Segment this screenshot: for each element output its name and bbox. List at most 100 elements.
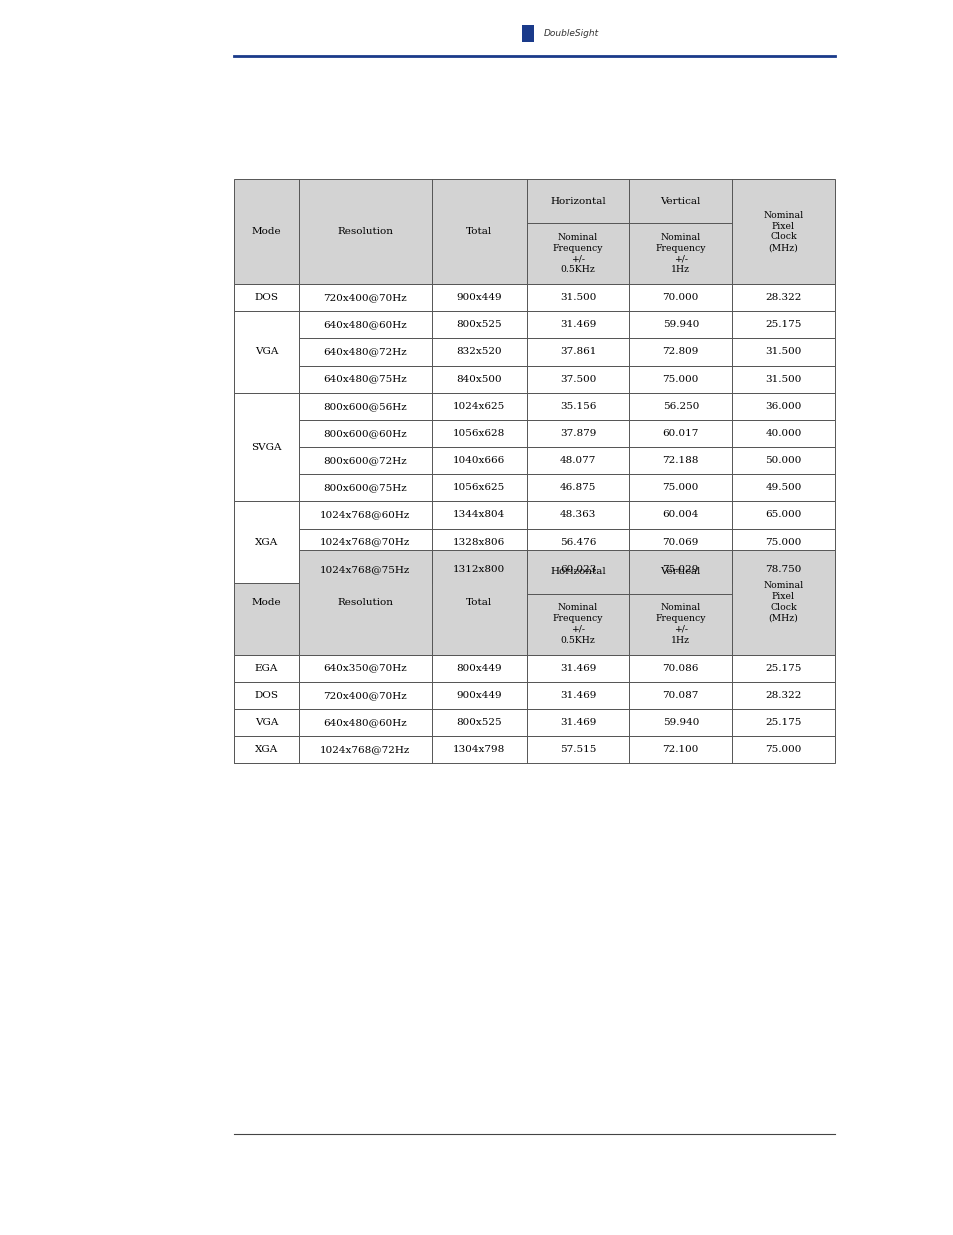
Bar bbox=[233, 366, 834, 393]
Text: 800x600@60Hz: 800x600@60Hz bbox=[323, 429, 407, 438]
Text: 46.875: 46.875 bbox=[559, 483, 596, 493]
Text: 31.500: 31.500 bbox=[764, 374, 801, 384]
Text: 1328x806: 1328x806 bbox=[453, 537, 505, 547]
Bar bbox=[233, 682, 834, 709]
Bar bbox=[233, 501, 299, 583]
Text: 57.515: 57.515 bbox=[559, 745, 596, 755]
Text: 900x449: 900x449 bbox=[456, 293, 501, 303]
Text: VGA: VGA bbox=[254, 347, 278, 357]
Text: 40.000: 40.000 bbox=[764, 429, 801, 438]
Text: 31.469: 31.469 bbox=[559, 320, 596, 330]
Text: 800x600@72Hz: 800x600@72Hz bbox=[323, 456, 407, 466]
Bar bbox=[233, 709, 299, 736]
Text: Resolution: Resolution bbox=[337, 598, 393, 606]
Text: 25.175: 25.175 bbox=[764, 663, 801, 673]
Text: 36.000: 36.000 bbox=[764, 401, 801, 411]
Text: Mode: Mode bbox=[252, 227, 281, 236]
Text: 1024x768@72Hz: 1024x768@72Hz bbox=[320, 745, 410, 755]
Text: 35.156: 35.156 bbox=[559, 401, 596, 411]
Bar bbox=[233, 447, 834, 474]
Text: 72.188: 72.188 bbox=[662, 456, 699, 466]
Text: 1024x625: 1024x625 bbox=[453, 401, 505, 411]
Text: 1056x628: 1056x628 bbox=[453, 429, 505, 438]
Text: Horizontal: Horizontal bbox=[550, 196, 605, 205]
Text: 31.500: 31.500 bbox=[764, 347, 801, 357]
Text: 1304x798: 1304x798 bbox=[453, 745, 505, 755]
Text: 800x600@75Hz: 800x600@75Hz bbox=[323, 483, 407, 493]
Text: 48.363: 48.363 bbox=[559, 510, 596, 520]
Text: 31.469: 31.469 bbox=[559, 718, 596, 727]
Text: DOS: DOS bbox=[254, 690, 278, 700]
Text: 1024x768@75Hz: 1024x768@75Hz bbox=[320, 564, 410, 574]
Bar bbox=[233, 709, 834, 736]
Bar bbox=[233, 529, 834, 556]
Text: 640x480@72Hz: 640x480@72Hz bbox=[323, 347, 407, 357]
Bar bbox=[233, 311, 834, 338]
Bar bbox=[233, 474, 834, 501]
Text: 72.809: 72.809 bbox=[662, 347, 699, 357]
Text: 31.469: 31.469 bbox=[559, 690, 596, 700]
Text: Horizontal: Horizontal bbox=[550, 567, 605, 576]
Text: Nominal
Frequency
+/-
0.5KHz: Nominal Frequency +/- 0.5KHz bbox=[553, 233, 602, 274]
Text: 60.017: 60.017 bbox=[662, 429, 699, 438]
Text: VGA: VGA bbox=[254, 718, 278, 727]
Text: DOS: DOS bbox=[254, 293, 278, 303]
Text: 60.023: 60.023 bbox=[559, 564, 596, 574]
Text: 31.469: 31.469 bbox=[559, 663, 596, 673]
Bar bbox=[233, 338, 834, 366]
Text: 640x480@60Hz: 640x480@60Hz bbox=[323, 320, 407, 330]
Text: 800x525: 800x525 bbox=[456, 320, 501, 330]
Text: 49.500: 49.500 bbox=[764, 483, 801, 493]
Text: 75.000: 75.000 bbox=[662, 483, 699, 493]
Text: 37.879: 37.879 bbox=[559, 429, 596, 438]
Text: Nominal
Pixel
Clock
(MHz): Nominal Pixel Clock (MHz) bbox=[762, 211, 802, 252]
Bar bbox=[233, 420, 834, 447]
Text: Vertical: Vertical bbox=[659, 567, 700, 576]
Text: 65.000: 65.000 bbox=[764, 510, 801, 520]
Text: 640x350@70Hz: 640x350@70Hz bbox=[323, 663, 407, 673]
Text: Vertical: Vertical bbox=[659, 196, 700, 205]
Text: 800x600@56Hz: 800x600@56Hz bbox=[323, 401, 407, 411]
Text: 1024x768@70Hz: 1024x768@70Hz bbox=[320, 537, 410, 547]
Text: 70.087: 70.087 bbox=[662, 690, 699, 700]
Text: Nominal
Frequency
+/-
1Hz: Nominal Frequency +/- 1Hz bbox=[655, 604, 705, 645]
Text: 60.004: 60.004 bbox=[662, 510, 699, 520]
Bar bbox=[233, 393, 834, 420]
Text: 720x400@70Hz: 720x400@70Hz bbox=[323, 690, 407, 700]
Bar bbox=[233, 736, 834, 763]
Text: 70.086: 70.086 bbox=[662, 663, 699, 673]
Text: 70.000: 70.000 bbox=[662, 293, 699, 303]
Text: Total: Total bbox=[466, 227, 492, 236]
Bar bbox=[233, 179, 834, 284]
Text: 1024x768@60Hz: 1024x768@60Hz bbox=[320, 510, 410, 520]
Text: 720x400@70Hz: 720x400@70Hz bbox=[323, 293, 407, 303]
Text: 59.940: 59.940 bbox=[662, 718, 699, 727]
Text: Mode: Mode bbox=[252, 598, 281, 606]
Text: 25.175: 25.175 bbox=[764, 320, 801, 330]
Text: XGA: XGA bbox=[254, 745, 277, 755]
Text: DoubleSight: DoubleSight bbox=[543, 28, 598, 38]
Text: 28.322: 28.322 bbox=[764, 690, 801, 700]
Text: 840x500: 840x500 bbox=[456, 374, 501, 384]
Text: Nominal
Pixel
Clock
(MHz): Nominal Pixel Clock (MHz) bbox=[762, 582, 802, 622]
Text: 640x480@75Hz: 640x480@75Hz bbox=[323, 374, 407, 384]
Text: 78.750: 78.750 bbox=[764, 564, 801, 574]
Text: 1312x800: 1312x800 bbox=[453, 564, 505, 574]
Text: 25.175: 25.175 bbox=[764, 718, 801, 727]
Text: 50.000: 50.000 bbox=[764, 456, 801, 466]
Text: 28.322: 28.322 bbox=[764, 293, 801, 303]
Text: 75.029: 75.029 bbox=[662, 564, 699, 574]
Text: 640x480@60Hz: 640x480@60Hz bbox=[323, 718, 407, 727]
Text: 1056x625: 1056x625 bbox=[453, 483, 505, 493]
Text: 1344x804: 1344x804 bbox=[453, 510, 505, 520]
Text: 72.100: 72.100 bbox=[662, 745, 699, 755]
Bar bbox=[233, 655, 299, 682]
Bar bbox=[233, 284, 299, 311]
Text: 56.250: 56.250 bbox=[662, 401, 699, 411]
Text: 48.077: 48.077 bbox=[559, 456, 596, 466]
Bar bbox=[233, 736, 299, 763]
Text: 56.476: 56.476 bbox=[559, 537, 596, 547]
Text: 75.000: 75.000 bbox=[764, 745, 801, 755]
Text: 59.940: 59.940 bbox=[662, 320, 699, 330]
Text: 37.500: 37.500 bbox=[559, 374, 596, 384]
